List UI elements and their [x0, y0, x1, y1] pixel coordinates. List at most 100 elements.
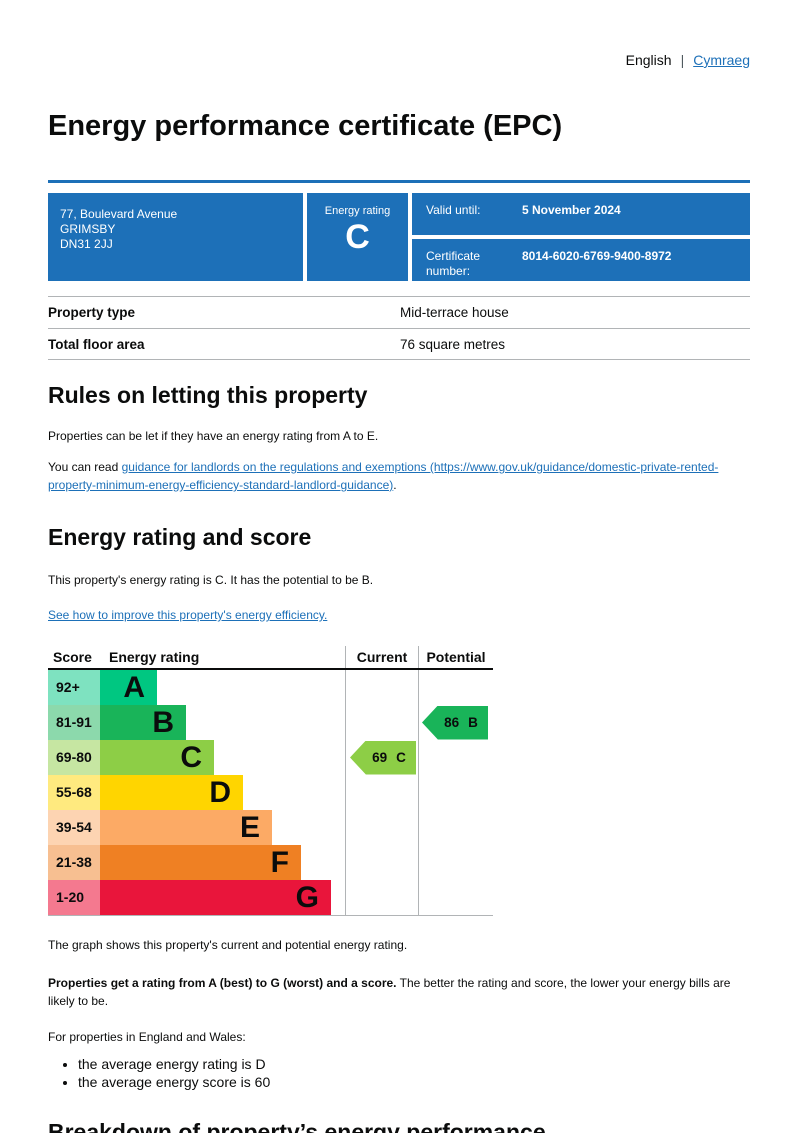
- energy-rating-heading: Energy rating and score: [48, 524, 312, 550]
- potential-column-cell: [418, 880, 493, 915]
- band-bar-area: A: [100, 670, 345, 705]
- potential-column-cell: [418, 705, 493, 740]
- energy-rating-label: Energy rating: [324, 205, 391, 217]
- property-type-label: Property type: [48, 305, 136, 320]
- guidance-suffix: .: [393, 478, 397, 492]
- region-intro: For properties in England and Wales:: [48, 1030, 246, 1044]
- certificate-number-label: Certificate number:: [426, 249, 481, 278]
- list-item: the average energy score is 60: [78, 1074, 750, 1091]
- current-column-cell: [345, 705, 418, 740]
- potential-column-cell: [418, 775, 493, 810]
- epc-band-row-e: 39-54 E: [48, 810, 493, 845]
- title-divider: [48, 180, 750, 183]
- band-bar-area: E: [100, 810, 345, 845]
- property-address: 77, Boulevard Avenue GRIMSBY DN31 2JJ: [48, 193, 303, 281]
- band-bar-area: D: [100, 775, 345, 810]
- band-score-range: 55-68: [48, 775, 100, 810]
- property-type-value: Mid-terrace house: [400, 305, 509, 320]
- current-column-cell: [345, 880, 418, 915]
- address-line-1: 77, Boulevard Avenue: [60, 207, 178, 221]
- current-rating-arrow-score: 69: [372, 750, 388, 765]
- landlord-guidance-link[interactable]: guidance for landlords on the regulation…: [48, 460, 719, 492]
- floor-area-label: Total floor area: [48, 336, 145, 352]
- address-line-3: DN31 2JJ: [60, 237, 113, 251]
- page-title: Energy performance certificate (EPC): [48, 110, 563, 142]
- band-bar-c: C: [100, 740, 214, 775]
- valid-until-value: 5 November 2024: [522, 203, 621, 217]
- rating-explanation: Properties get a rating from A (best) to…: [48, 974, 750, 1010]
- band-score-range: 21-38: [48, 845, 100, 880]
- potential-column-cell: [418, 810, 493, 845]
- language-divider: |: [680, 52, 685, 68]
- list-item: the average energy rating is D: [78, 1056, 750, 1073]
- current-column-cell: [345, 670, 418, 705]
- breakdown-heading: Breakdown of property’s energy performan…: [48, 1119, 546, 1133]
- current-column-cell: [345, 845, 418, 880]
- rules-heading: Rules on letting this property: [48, 382, 368, 408]
- improve-efficiency-link[interactable]: See how to improve this property's energ…: [48, 608, 328, 622]
- valid-until-label: Valid until:: [426, 203, 481, 217]
- epc-band-row-g: 1-20 G: [48, 880, 493, 915]
- band-bar-f: F: [100, 845, 301, 880]
- score-column-header: Score: [53, 649, 92, 665]
- floor-area-value: 76 square metres: [400, 336, 506, 352]
- band-bar-area: B: [100, 705, 345, 740]
- band-bar-a: A: [100, 670, 157, 705]
- certificate-details: Valid until: 5 November 2024 Certificate…: [412, 193, 750, 281]
- certificate-number-row: Certificate number: 8014-6020-6769-9400-…: [412, 239, 750, 281]
- band-score-range: 1-20: [48, 880, 100, 915]
- current-column-cell: [345, 740, 418, 775]
- band-score-range: 69-80: [48, 740, 100, 775]
- band-bar-d: D: [100, 775, 243, 810]
- current-column-cell: [345, 775, 418, 810]
- guidance-prefix: You can read: [48, 460, 122, 474]
- band-bar-area: C: [100, 740, 345, 775]
- band-score-range: 39-54: [48, 810, 100, 845]
- average-stats-list: the average energy rating is D the avera…: [48, 1056, 750, 1091]
- language-current: English: [625, 52, 672, 68]
- graph-caption: The graph shows this property's current …: [48, 938, 408, 952]
- address-line-2: GRIMSBY: [60, 222, 116, 236]
- band-score-range: 92+: [48, 670, 100, 705]
- epc-band-row-a: 92+ A: [48, 670, 493, 705]
- current-rating-arrow: 69 C: [350, 740, 416, 775]
- table-row: Total floor area 76 square metres: [48, 328, 750, 360]
- language-switcher: English | Cymraeg: [48, 0, 750, 68]
- valid-until-row: Valid until: 5 November 2024: [412, 193, 750, 235]
- certificate-summary-box: 77, Boulevard Avenue GRIMSBY DN31 2JJ En…: [48, 193, 750, 281]
- band-bar-b: B: [100, 705, 186, 740]
- language-link-cymraeg[interactable]: Cymraeg: [693, 52, 750, 68]
- improve-paragraph: See how to improve this property's energ…: [48, 606, 750, 624]
- band-bar-g: G: [100, 880, 331, 915]
- epc-band-row-d: 55-68 D: [48, 775, 493, 810]
- epc-band-row-c: 69-80 C: [48, 740, 493, 775]
- epc-chart: Score Energy rating Current Potential 92…: [48, 646, 493, 916]
- epc-band-row-b: 81-91 B: [48, 705, 493, 740]
- potential-column-cell: [418, 740, 493, 775]
- guidance-paragraph: You can read guidance for landlords on t…: [48, 458, 750, 494]
- epc-chart-body: 92+ A 81-91 B 69-80 C 55-68 D 39-54 E 21-38 F 1-20 G: [48, 670, 493, 915]
- potential-column-header: Potential: [418, 646, 493, 668]
- current-rating-arrow-letter: C: [396, 750, 406, 765]
- current-column-header: Current: [345, 646, 418, 668]
- potential-rating-arrow-score: 86: [444, 715, 460, 730]
- epc-chart-header: Score Energy rating Current Potential: [48, 646, 493, 670]
- band-bar-e: E: [100, 810, 272, 845]
- table-row: Property type Mid-terrace house: [48, 296, 750, 328]
- key-facts-table: Property type Mid-terrace house Total fl…: [48, 296, 750, 360]
- band-bar-area: F: [100, 845, 345, 880]
- rules-paragraph: Properties can be let if they have an en…: [48, 429, 379, 443]
- band-bar-area: G: [100, 880, 345, 915]
- rating-column-header: Energy rating: [109, 649, 200, 665]
- energy-rating-panel: Energy rating C: [307, 193, 408, 281]
- energy-rating-value: C: [345, 218, 370, 256]
- certificate-number-value: 8014-6020-6769-9400-8972: [522, 249, 672, 263]
- epc-band-row-f: 21-38 F: [48, 845, 493, 880]
- potential-rating-arrow: 86 B: [422, 705, 488, 740]
- rating-explanation-bold: Properties get a rating from A (best) to…: [48, 976, 397, 990]
- potential-column-cell: [418, 670, 493, 705]
- current-column-cell: [345, 810, 418, 845]
- rating-summary-paragraph: This property's energy rating is C. It h…: [48, 573, 374, 587]
- potential-rating-arrow-letter: B: [468, 715, 478, 730]
